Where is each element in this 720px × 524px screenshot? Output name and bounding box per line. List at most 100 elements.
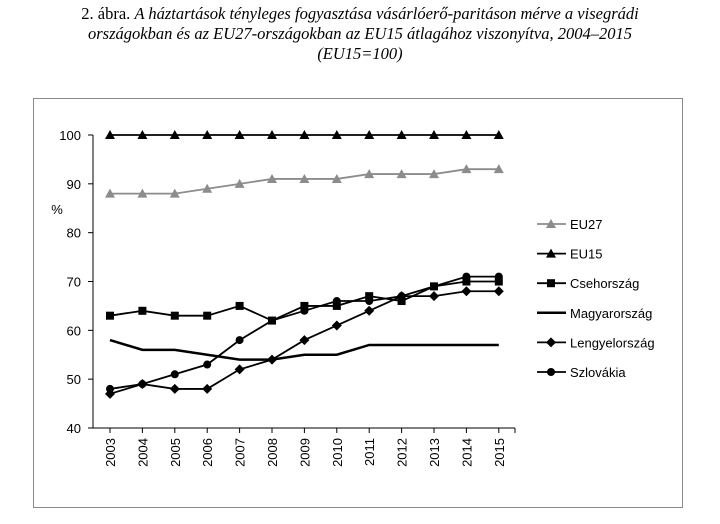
data-point-szlovákia xyxy=(138,380,147,389)
series-lengyelország xyxy=(105,286,504,399)
data-point-szlovákia xyxy=(300,306,309,315)
legend-marker-szlovákia xyxy=(547,368,555,376)
data-point-csehország xyxy=(203,311,212,320)
legend-label-lengyelország: Lengyelország xyxy=(570,335,655,350)
data-point-eu27 xyxy=(461,164,472,174)
data-point-lengyelország xyxy=(461,286,472,297)
chart-frame xyxy=(33,98,683,508)
y-tick-label: 80 xyxy=(67,226,81,241)
series-eu15 xyxy=(105,130,504,139)
x-tick-label: 2005 xyxy=(168,438,183,467)
y-tick-label: 60 xyxy=(67,323,81,338)
data-point-szlovákia xyxy=(235,336,244,345)
legend-label-szlovákia: Szlovákia xyxy=(570,365,626,380)
x-tick-label: 2014 xyxy=(459,438,474,467)
x-tick-label: 2007 xyxy=(233,438,248,467)
data-point-szlovákia xyxy=(430,282,438,291)
data-point-szlovákia xyxy=(462,272,471,281)
x-tick-label: 2011 xyxy=(362,438,377,466)
figure-caption: 2. ábra. A háztartások tényleges fogyasz… xyxy=(0,4,720,64)
x-tick-label: 2015 xyxy=(492,438,507,467)
data-point-eu15 xyxy=(493,130,504,139)
figure-title-line-3: (EU15=100) xyxy=(317,44,403,63)
series-csehország xyxy=(106,277,503,325)
figure-title-line-2: országokban és az EU27-országokban az EU… xyxy=(87,24,633,43)
data-point-csehország xyxy=(494,277,503,286)
legend-item-eu15: EU15 xyxy=(537,247,603,262)
y-tick-label: 100 xyxy=(59,128,81,143)
data-point-szlovákia xyxy=(106,384,114,393)
data-point-szlovákia xyxy=(268,316,276,325)
data-point-eu15 xyxy=(364,130,375,139)
x-tick-label: 2013 xyxy=(427,438,442,467)
y-tick-label: 50 xyxy=(67,372,81,387)
series-eu27 xyxy=(105,164,504,198)
data-point-csehország xyxy=(332,301,341,310)
data-point-eu27 xyxy=(234,178,245,188)
data-point-eu15 xyxy=(137,130,148,139)
legend-item-szlovákia: Szlovákia xyxy=(537,365,626,380)
legend-marker-lengyelország xyxy=(546,337,556,348)
legend-label-eu15: EU15 xyxy=(570,247,603,262)
y-tick-label: 40 xyxy=(67,421,81,436)
data-point-eu27 xyxy=(137,188,148,198)
legend-item-csehország: Csehország xyxy=(537,276,639,291)
legend-marker-eu15 xyxy=(546,248,556,258)
data-point-eu15 xyxy=(267,130,277,139)
data-point-eu27 xyxy=(331,173,342,183)
x-tick-label: 2009 xyxy=(297,438,312,467)
y-tick-label: 70 xyxy=(67,275,81,290)
legend-marker-csehország xyxy=(547,279,555,288)
data-point-eu15 xyxy=(105,130,115,139)
data-point-eu27 xyxy=(429,169,439,179)
data-point-lengyelország xyxy=(202,383,213,394)
x-tick-label: 2008 xyxy=(265,438,280,467)
legend-label-magyarország: Magyarország xyxy=(570,306,652,321)
y-axis-label: % xyxy=(51,202,63,217)
data-point-eu15 xyxy=(202,130,213,139)
legend-item-lengyelország: Lengyelország xyxy=(537,335,655,350)
data-point-eu27 xyxy=(169,188,180,198)
data-point-csehország xyxy=(138,306,147,315)
y-tick-label: 90 xyxy=(67,177,81,192)
data-point-eu27 xyxy=(267,173,277,183)
legend-item-eu27: EU27 xyxy=(537,217,603,232)
data-point-eu27 xyxy=(364,169,375,179)
data-point-lengyelország xyxy=(364,305,375,316)
x-tick-label: 2010 xyxy=(330,438,345,467)
series-szlovákia xyxy=(106,272,503,393)
data-point-eu15 xyxy=(299,130,310,139)
data-point-csehország xyxy=(235,301,244,310)
x-tick-label: 2012 xyxy=(395,438,410,467)
x-tick-label: 2006 xyxy=(200,438,215,467)
data-point-szlovákia xyxy=(203,360,212,369)
x-tick-label: 2003 xyxy=(103,438,118,467)
series-line-magyarország xyxy=(109,338,499,361)
data-point-szlovákia xyxy=(332,297,341,306)
data-point-lengyelország xyxy=(267,354,277,365)
data-point-csehország xyxy=(300,301,309,310)
x-tick-label: 2004 xyxy=(135,438,150,467)
data-point-csehország xyxy=(462,277,471,286)
data-point-eu27 xyxy=(299,173,310,183)
data-point-eu27 xyxy=(493,164,504,174)
data-point-eu15 xyxy=(396,130,407,139)
data-point-eu15 xyxy=(429,130,439,139)
data-point-szlovákia xyxy=(494,272,503,281)
series-magyarország xyxy=(109,338,499,361)
data-point-eu27 xyxy=(396,169,407,179)
figure-number: 2. ábra. xyxy=(81,4,131,23)
series-line-szlovákia xyxy=(109,275,499,390)
data-point-csehország xyxy=(106,311,114,320)
data-point-eu15 xyxy=(331,130,342,139)
data-point-lengyelország xyxy=(331,320,342,331)
data-point-szlovákia xyxy=(170,370,179,379)
data-point-szlovákia xyxy=(397,292,406,301)
data-point-lengyelország xyxy=(169,383,180,394)
data-point-csehország xyxy=(365,292,374,301)
legend-label-csehország: Csehország xyxy=(570,276,639,291)
data-point-lengyelország xyxy=(429,291,439,302)
figure-title-line-1: A háztartások tényleges fogyasztása vásá… xyxy=(134,4,639,23)
legend-label-eu27: EU27 xyxy=(570,217,603,232)
